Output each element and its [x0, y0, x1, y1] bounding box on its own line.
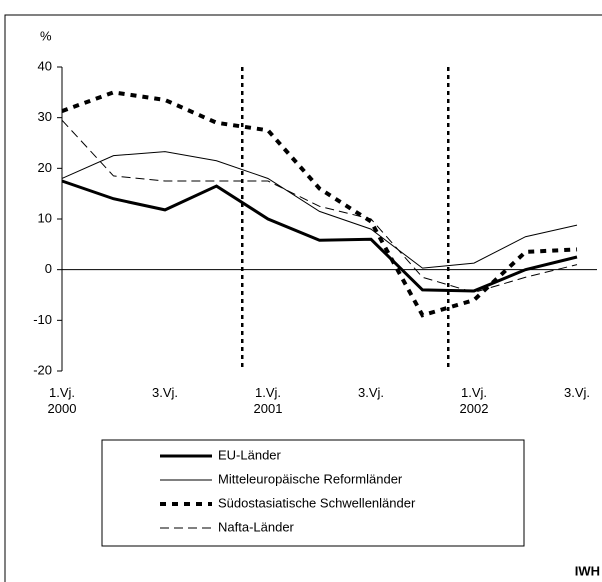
x-tick-label: 3.Vj. — [563, 385, 590, 400]
legend-label: Mitteleuropäische Reformländer — [218, 471, 403, 486]
series-line — [61, 179, 578, 293]
x-tick-label: 1.Vj. 2002 — [459, 385, 489, 416]
y-tick-label: -20 — [33, 362, 52, 377]
legend-label: Nafta-Länder — [218, 519, 295, 534]
x-tick-label: 1.Vj. 2001 — [253, 385, 283, 416]
chart-frame — [4, 14, 602, 582]
source: IWH — [575, 563, 600, 578]
y-tick-label: 0 — [45, 261, 52, 276]
y-tick-label: 20 — [38, 160, 52, 175]
series-line — [61, 151, 578, 269]
legend-label: EU-Länder — [218, 447, 282, 462]
series-line — [61, 90, 578, 318]
x-tick-label: 1.Vj. 2000 — [47, 385, 77, 416]
y-tick-label: 40 — [38, 58, 52, 73]
y-tick-label: 10 — [38, 210, 52, 225]
y-tick-label: 30 — [38, 109, 52, 124]
y-axis-label: % — [40, 28, 52, 43]
legend-box — [101, 439, 525, 547]
x-tick-label: 3.Vj. — [151, 385, 178, 400]
y-tick-label: -10 — [33, 312, 52, 327]
legend-label: Südostasiatische Schwellenländer — [218, 495, 416, 510]
x-tick-label: 3.Vj. — [357, 385, 384, 400]
series-line — [61, 119, 578, 293]
